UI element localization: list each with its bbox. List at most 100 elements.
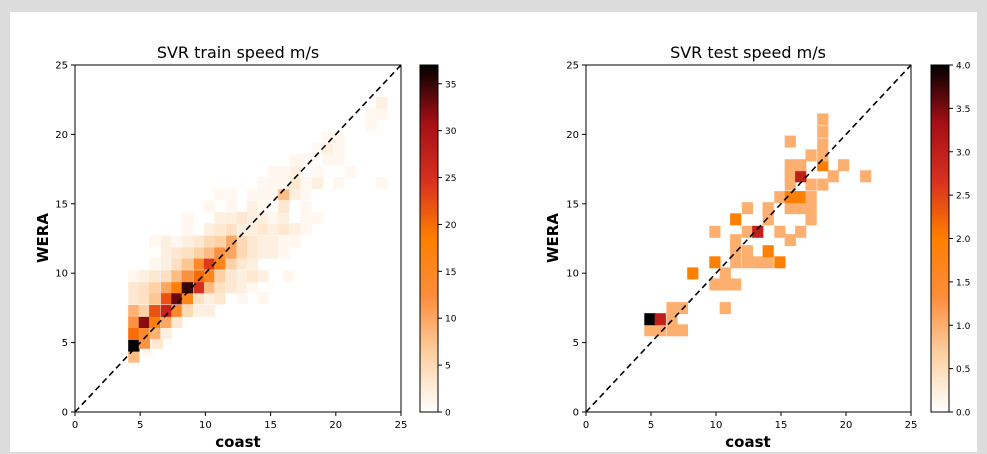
heatmap-cell	[762, 202, 774, 215]
heatmap-cell	[817, 113, 829, 126]
heatmap-cell	[300, 223, 312, 235]
heatmap-cell	[687, 267, 699, 280]
heatmap-cell	[193, 281, 205, 294]
heatmap-cell	[203, 223, 216, 235]
heatmap-cell	[138, 281, 150, 294]
heatmap-cell	[171, 281, 183, 294]
heatmap-cell	[805, 178, 817, 191]
heatmap-cell	[181, 211, 193, 224]
heatmap-cell	[246, 188, 259, 201]
heatmap-cell	[333, 153, 345, 166]
heatmap-cell	[644, 313, 656, 326]
heatmap-cell	[193, 270, 205, 283]
heatmap-cell	[300, 177, 312, 190]
test-heatmap-cells	[644, 113, 872, 337]
colorbar-tick-label: 25	[445, 174, 456, 184]
y-tick-label: 10	[566, 269, 579, 280]
heatmap-cell	[181, 223, 193, 235]
train-x-label: coast	[215, 433, 260, 451]
heatmap-cell	[278, 188, 290, 201]
colorbar-tick-label: 15	[445, 268, 456, 278]
heatmap-cell	[784, 135, 796, 148]
heatmap-cell	[160, 270, 173, 283]
heatmap-cell	[128, 292, 140, 305]
heatmap-cell	[214, 211, 226, 224]
heatmap-cell	[795, 191, 807, 204]
heatmap-cell	[267, 166, 280, 179]
x-tick-label: 20	[840, 420, 853, 431]
heatmap-cell	[236, 223, 248, 235]
heatmap-cell	[257, 177, 269, 190]
heatmap-cell	[246, 270, 259, 283]
y-tick-label: 15	[566, 199, 579, 210]
heatmap-cell	[376, 96, 388, 109]
x-tick-label: 20	[329, 420, 342, 431]
heatmap-cell	[149, 304, 161, 317]
heatmap-cell	[181, 304, 193, 317]
heatmap-cell	[128, 316, 140, 328]
heatmap-cell	[805, 202, 817, 215]
heatmap-cell	[709, 225, 721, 238]
heatmap-cell	[741, 256, 753, 269]
heatmap-cell	[300, 153, 312, 166]
y-tick-label: 0	[573, 408, 579, 419]
heatmap-cell	[171, 246, 183, 259]
heatmap-cell	[226, 200, 238, 213]
heatmap-cell	[312, 142, 324, 155]
heatmap-cell	[246, 223, 259, 235]
heatmap-cell	[333, 142, 345, 155]
heatmap-cell	[719, 278, 731, 291]
heatmap-cell	[226, 257, 238, 270]
heatmap-cell	[805, 213, 817, 226]
heatmap-cell	[838, 159, 850, 172]
heatmap-cell	[128, 270, 140, 283]
heatmap-cell	[730, 245, 742, 258]
heatmap-cell	[226, 223, 238, 235]
heatmap-cell	[654, 313, 666, 326]
heatmap-cell	[741, 245, 753, 258]
heatmap-cell	[289, 153, 302, 166]
y-tick-label: 20	[55, 130, 68, 141]
heatmap-cell	[151, 336, 163, 349]
colorbar-tick-label: 3.0	[956, 148, 971, 158]
heatmap-cell	[257, 270, 269, 283]
heatmap-cell	[236, 246, 248, 259]
heatmap-cell	[149, 327, 161, 340]
heatmap-cell	[278, 246, 290, 259]
y-tick-label: 25	[55, 61, 68, 72]
y-tick-label: 10	[55, 269, 68, 280]
heatmap-cell	[278, 200, 290, 213]
heatmap-cell	[171, 304, 183, 317]
heatmap-cell	[709, 278, 721, 291]
test-x-ticks: 0 5 10 15 20 25	[583, 412, 918, 431]
heatmap-cell	[203, 281, 216, 294]
heatmap-cell	[257, 188, 269, 201]
heatmap-cell	[171, 292, 183, 305]
colorbar-tick-label: 4.0	[956, 62, 971, 72]
heatmap-cell	[322, 142, 334, 155]
heatmap-cell	[203, 292, 216, 305]
heatmap-cell	[181, 246, 193, 259]
heatmap-cell	[312, 177, 324, 190]
heatmap-cell	[246, 246, 259, 259]
colorbar-tick-label: 1.5	[956, 278, 970, 288]
heatmap-cell	[160, 304, 173, 317]
y-tick-label: 5	[573, 338, 579, 349]
heatmap-cell	[149, 270, 161, 283]
heatmap-cell	[160, 281, 173, 294]
heatmap-cell	[741, 202, 753, 215]
heatmap-cell	[138, 304, 150, 317]
x-tick-label: 5	[648, 420, 654, 431]
heatmap-cell	[312, 211, 324, 224]
colorbar-tick-label: 0.0	[956, 409, 971, 419]
train-y-ticks: 0 5 10 15 20 25	[55, 61, 75, 419]
x-tick-label: 25	[395, 420, 408, 431]
heatmap-cell	[676, 324, 688, 337]
heatmap-cell	[128, 339, 140, 352]
y-tick-label: 20	[566, 130, 579, 141]
heatmap-cell	[160, 292, 173, 305]
x-tick-label: 25	[905, 420, 918, 431]
heatmap-cell	[376, 107, 388, 120]
heatmap-cell	[236, 292, 248, 305]
